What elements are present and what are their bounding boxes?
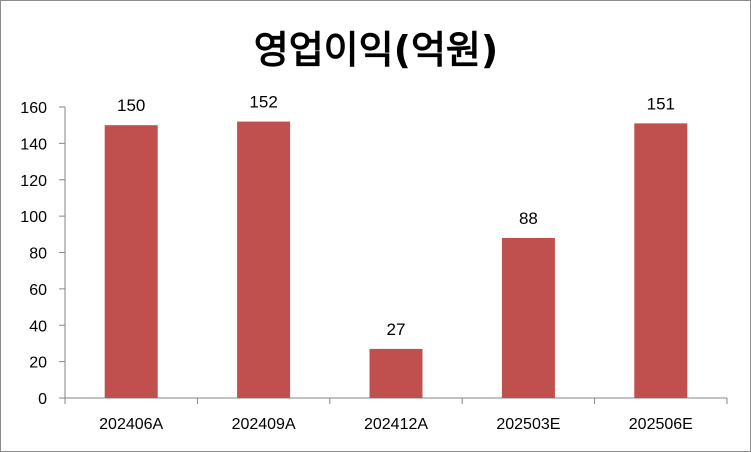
chart-title: 영업이익(억원): [254, 28, 499, 72]
y-tick-label: 140: [20, 136, 47, 153]
data-labels: 150 152 27 88 151: [117, 93, 675, 339]
bar: [237, 121, 291, 399]
x-category-label: 202503E: [496, 416, 560, 433]
x-category-label: 202412A: [364, 416, 428, 433]
y-tick-label: 100: [20, 209, 47, 226]
bar: [104, 125, 158, 398]
y-tick-label: 0: [38, 391, 47, 408]
data-label: 152: [249, 93, 277, 112]
data-label: 88: [519, 209, 538, 228]
data-label: 150: [117, 96, 145, 115]
y-tick-label: 40: [29, 318, 47, 335]
bar: [501, 237, 555, 398]
data-label: 27: [387, 320, 406, 339]
y-tick-label: 20: [29, 355, 47, 372]
y-tick-label: 120: [20, 173, 47, 190]
data-label: 151: [647, 94, 675, 113]
bar-series: [104, 121, 688, 399]
x-category-label: 202406A: [99, 416, 163, 433]
bar: [369, 348, 423, 398]
x-category-label: 202409A: [232, 416, 296, 433]
x-axis: 202406A 202409A 202412A 202503E 202506E: [64, 397, 728, 433]
y-tick-label: 80: [29, 246, 47, 263]
y-tick-label: 160: [20, 100, 47, 117]
x-category-label: 202506E: [629, 416, 693, 433]
y-axis: 0 20 40 60 80 100 120 140 160: [20, 100, 66, 408]
y-tick-label: 60: [29, 282, 47, 299]
bar: [634, 123, 688, 399]
